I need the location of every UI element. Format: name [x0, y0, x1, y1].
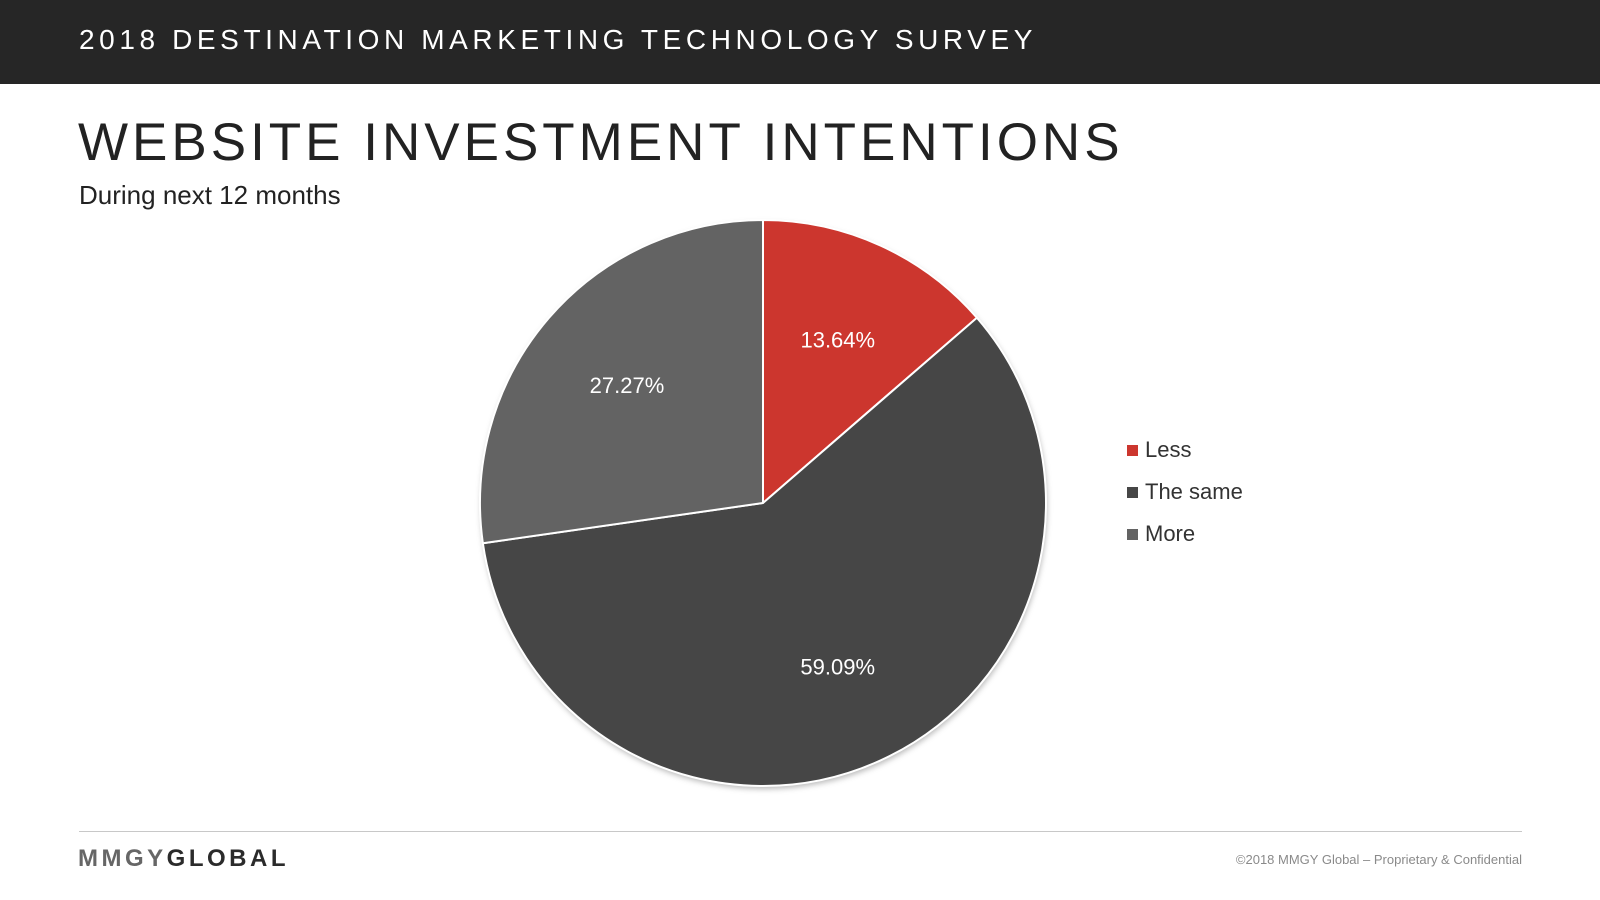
slide-title: WEBSITE INVESTMENT INTENTIONS [78, 113, 1124, 172]
legend-label-less: Less [1145, 437, 1192, 462]
data-label-less: 13.64% [800, 327, 875, 352]
legend-label-the-same: The same [1145, 479, 1243, 504]
logo-mmgy: MMGY [78, 845, 167, 872]
pie-slice-less [762, 219, 978, 504]
copyright-notice: ©2018 MMGY Global – Proprietary & Confid… [1235, 852, 1522, 867]
header-bar: 2018 DESTINATION MARKETING TECHNOLOGY SU… [0, 0, 1600, 84]
survey-title: 2018 DESTINATION MARKETING TECHNOLOGY SU… [79, 24, 1038, 55]
legend-swatch-the-same [1127, 487, 1138, 498]
pie-slice-the-same [481, 316, 1047, 787]
legend-label-more: More [1145, 521, 1196, 546]
pie-slice-more [479, 219, 764, 545]
mmgy-global-logo: MMGYGLOBAL [78, 845, 289, 873]
legend-swatch-more [1127, 529, 1138, 540]
data-label-more: 27.27% [590, 373, 665, 398]
slide-subtitle: During next 12 months [79, 180, 341, 210]
footer-divider [79, 831, 1522, 832]
logo-global: GLOBAL [166, 845, 289, 872]
legend-swatch-less [1127, 445, 1138, 456]
data-label-the-same: 59.09% [800, 655, 875, 680]
